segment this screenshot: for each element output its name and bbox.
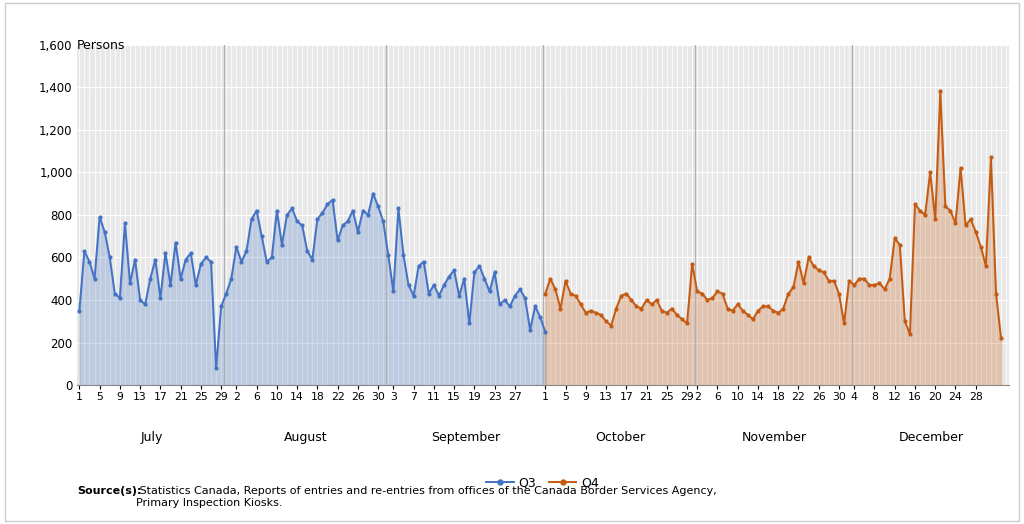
Q3 bbox=[134, 297, 146, 303]
Q4 bbox=[995, 335, 1008, 342]
Q4 bbox=[985, 154, 997, 160]
Q4 bbox=[595, 312, 607, 318]
Text: December: December bbox=[899, 431, 964, 444]
Text: October: October bbox=[595, 431, 645, 444]
Q4 bbox=[655, 308, 668, 314]
Q3 bbox=[73, 308, 85, 314]
Q4 bbox=[934, 88, 946, 94]
Text: November: November bbox=[742, 431, 807, 444]
Line: Q3: Q3 bbox=[78, 192, 547, 369]
Text: July: July bbox=[140, 431, 163, 444]
Q4 bbox=[539, 290, 551, 297]
Q3 bbox=[150, 256, 162, 263]
Q3 bbox=[367, 190, 379, 196]
Text: Statistics Canada, Reports of entries and re-entries from offices of the Canada : Statistics Canada, Reports of entries an… bbox=[136, 486, 717, 508]
Text: August: August bbox=[284, 431, 328, 444]
Q4 bbox=[924, 169, 936, 176]
Text: September: September bbox=[431, 431, 500, 444]
Line: Q4: Q4 bbox=[544, 90, 1002, 340]
Q3 bbox=[408, 292, 420, 299]
Text: Persons: Persons bbox=[77, 39, 125, 52]
Q3 bbox=[311, 216, 324, 222]
Q3 bbox=[453, 292, 465, 299]
Q4 bbox=[645, 301, 657, 308]
Q3 bbox=[539, 329, 551, 335]
Legend: Q3, Q4: Q3, Q4 bbox=[481, 472, 604, 495]
Q3 bbox=[210, 365, 222, 371]
Text: Source(s):: Source(s): bbox=[77, 486, 141, 496]
Q4 bbox=[990, 290, 1002, 297]
Q3 bbox=[169, 239, 181, 246]
